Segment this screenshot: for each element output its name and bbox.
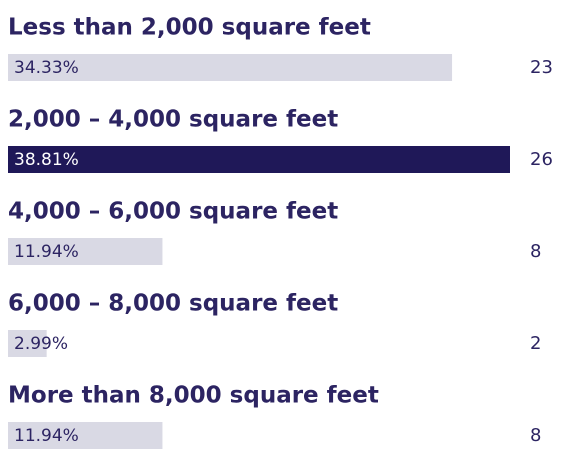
result-bar	[8, 54, 453, 81]
percent-label: 11.94%	[14, 426, 79, 446]
option-label: Less than 2,000 square feet	[8, 15, 371, 41]
result-bar	[8, 330, 47, 357]
result-bar	[8, 238, 163, 265]
option-label: 2,000 – 4,000 square feet	[8, 107, 338, 133]
vote-count: 26	[530, 149, 553, 170]
option-label: More than 8,000 square feet	[8, 383, 379, 409]
percent-label: 11.94%	[14, 242, 79, 262]
percent-label: 38.81%	[14, 150, 79, 170]
vote-count: 8	[530, 241, 541, 262]
percent-label: 2.99%	[14, 334, 68, 354]
vote-count: 8	[530, 425, 541, 446]
vote-count: 2	[530, 333, 541, 354]
result-bar	[8, 422, 163, 449]
result-bar	[8, 146, 510, 173]
option-label: 4,000 – 6,000 square feet	[8, 199, 338, 225]
percent-label: 34.33%	[14, 58, 79, 78]
option-label: 6,000 – 8,000 square feet	[8, 291, 338, 317]
vote-count: 23	[530, 57, 553, 78]
